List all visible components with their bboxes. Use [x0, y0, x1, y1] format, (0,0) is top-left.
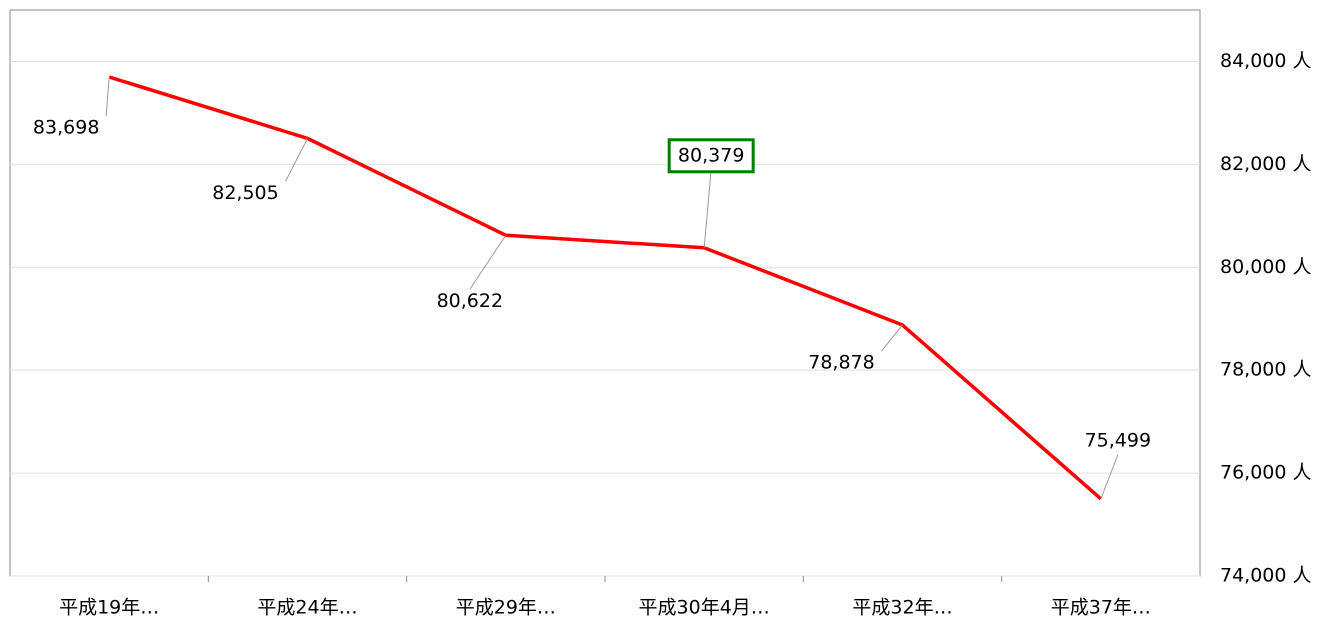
data-label: 80,379: [678, 144, 744, 166]
x-tick-label: 平成24年…: [257, 597, 357, 619]
y-tick-label: 76,000 人: [1220, 462, 1312, 484]
line: [108, 75, 1102, 501]
x-tick-label: 平成19年…: [59, 597, 159, 619]
leader-line: [469, 234, 507, 290]
data-label: 80,622: [437, 290, 503, 312]
y-tick-label: 82,000 人: [1220, 153, 1312, 175]
leader-line: [105, 76, 110, 117]
leader-line: [1100, 454, 1119, 500]
label-highlight: [667, 138, 755, 174]
leader-line: [703, 169, 712, 248]
data-label: 83,698: [33, 116, 99, 138]
y-tick-label: 84,000 人: [1220, 50, 1312, 72]
x-tick-label: 平成30年4月…: [639, 597, 770, 619]
y-tick-label: 74,000 人: [1220, 565, 1312, 587]
data-label: 78,878: [808, 352, 874, 374]
x-tick-label: 平成29年…: [456, 597, 556, 619]
data-label: 75,499: [1085, 429, 1151, 451]
y-tick-label: 78,000 人: [1220, 359, 1312, 381]
plot-frame: [9, 9, 1201, 577]
x-tick-label: 平成37年…: [1051, 597, 1151, 619]
leader-line: [881, 324, 903, 352]
leader-line: [285, 138, 308, 182]
data-label: 82,505: [212, 182, 278, 204]
y-tick-label: 80,000 人: [1220, 256, 1312, 278]
x-tick-label: 平成32年…: [852, 597, 952, 619]
